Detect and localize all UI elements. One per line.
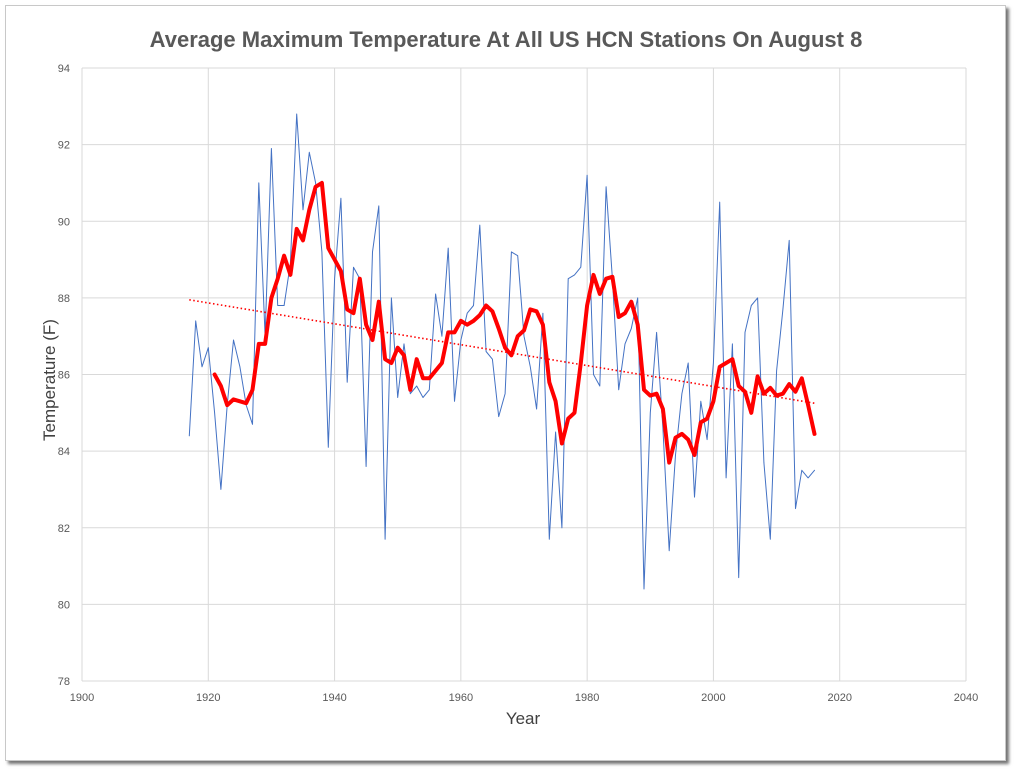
x-tick-label: 1980	[575, 692, 599, 704]
series-group	[188, 113, 817, 590]
y-tick-label: 78	[58, 676, 70, 688]
x-tick-label: 1920	[196, 692, 220, 704]
y-tick-label: 80	[58, 599, 70, 611]
y-tick-label: 92	[58, 140, 70, 152]
y-axis-title: Temperature (F)	[40, 319, 59, 441]
x-tick-label: 2040	[954, 692, 978, 704]
chart-title: Average Maximum Temperature At All US HC…	[150, 27, 863, 52]
x-tick-label: 2000	[701, 692, 725, 704]
y-tick-label: 90	[58, 216, 70, 228]
chart: Average Maximum Temperature At All US HC…	[40, 27, 978, 728]
x-tick-label: 1940	[322, 692, 346, 704]
x-axis-title: Year	[506, 709, 541, 728]
y-tick-label: 84	[58, 446, 70, 458]
chart-frame: Average Maximum Temperature At All US HC…	[5, 5, 1006, 761]
daily-series-line	[188, 113, 815, 590]
y-tick-label: 88	[58, 293, 70, 305]
grid	[81, 67, 967, 682]
y-axis-ticks: 78 80 82 84 86 88 90 92 94	[58, 63, 70, 688]
y-tick-label: 94	[58, 63, 70, 75]
x-axis-ticks: 1900 1920 1940 1960 1980 2000 2020 2040	[70, 692, 978, 704]
x-tick-label: 1900	[70, 692, 94, 704]
trendline	[189, 299, 815, 404]
y-tick-label: 82	[58, 523, 70, 535]
x-tick-label: 1960	[449, 692, 473, 704]
moving-average-line	[212, 180, 817, 465]
y-tick-label: 86	[58, 370, 70, 382]
x-tick-label: 2020	[827, 692, 851, 704]
